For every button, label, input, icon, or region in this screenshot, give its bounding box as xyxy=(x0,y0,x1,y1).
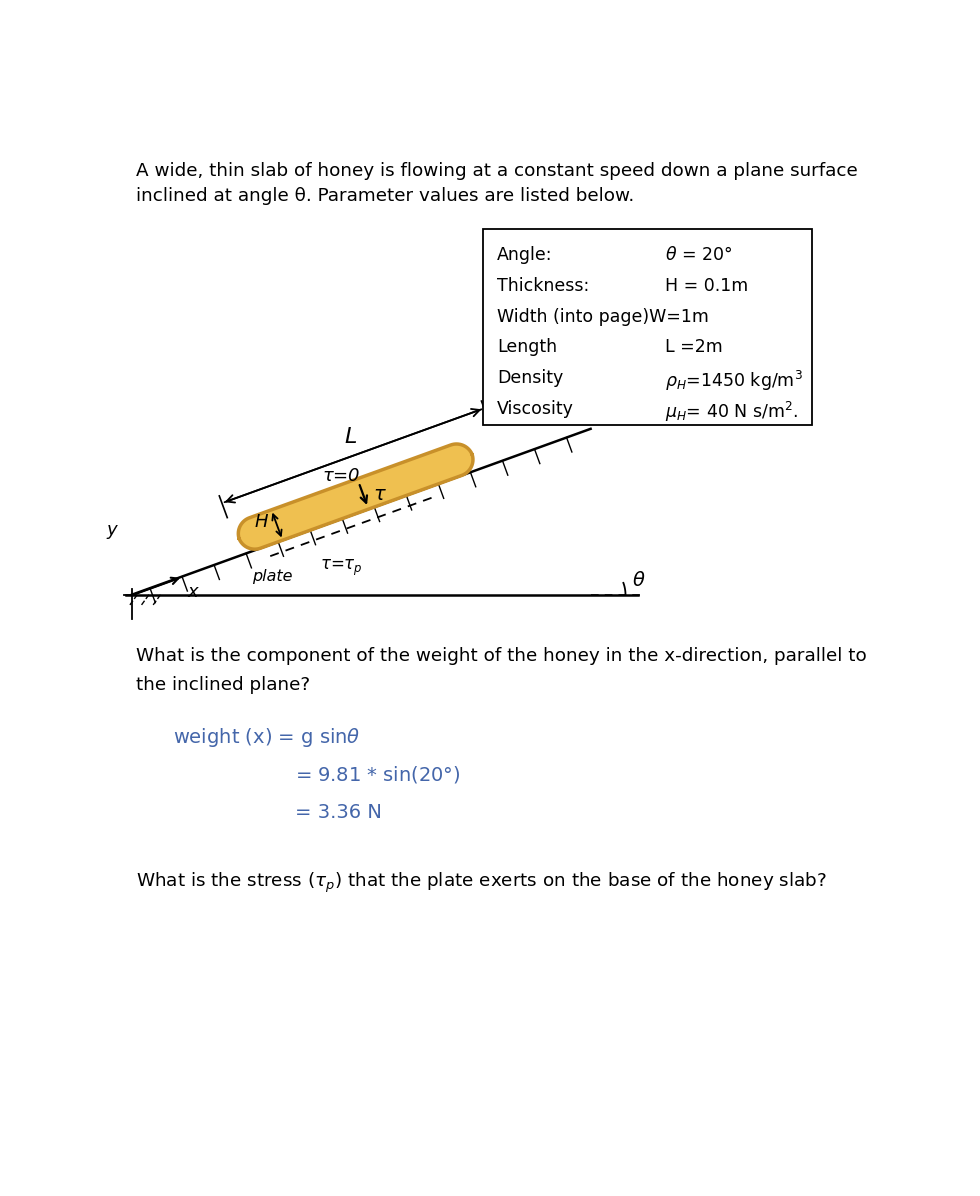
Text: What is the stress ($\boldsymbol{\tau_p}$) that the plate exerts on the base of : What is the stress ($\boldsymbol{\tau_p}… xyxy=(136,871,827,895)
Text: L =2m: L =2m xyxy=(665,338,722,356)
Text: Length: Length xyxy=(497,338,557,356)
Polygon shape xyxy=(238,444,473,549)
Text: weight (x) = g sin$\theta$: weight (x) = g sin$\theta$ xyxy=(172,726,361,749)
Text: $\mu_H$= 40 N s/m$^2$.: $\mu_H$= 40 N s/m$^2$. xyxy=(665,399,798,425)
Text: plate: plate xyxy=(252,569,292,585)
Text: H = 0.1m: H = 0.1m xyxy=(665,276,749,294)
Text: = 9.81 * sin(20$\degree$): = 9.81 * sin(20$\degree$) xyxy=(295,764,461,785)
Text: H: H xyxy=(255,513,269,531)
Text: Width (into page)W=1m: Width (into page)W=1m xyxy=(497,307,709,325)
Text: = 3.36 N: = 3.36 N xyxy=(295,803,381,822)
Text: L: L xyxy=(344,427,357,447)
Text: $\theta$: $\theta$ xyxy=(632,572,645,590)
Text: $\tau$=$\tau_p$: $\tau$=$\tau_p$ xyxy=(320,557,363,578)
Text: Angle:: Angle: xyxy=(497,246,553,264)
Text: Viscosity: Viscosity xyxy=(497,399,573,417)
Text: y: y xyxy=(106,521,117,539)
Text: A wide, thin slab of honey is flowing at a constant speed down a plane surface: A wide, thin slab of honey is flowing at… xyxy=(136,161,858,181)
Text: What is the component of the weight of the honey in the x-direction, parallel to: What is the component of the weight of t… xyxy=(136,647,867,665)
Text: inclined at angle θ. Parameter values are listed below.: inclined at angle θ. Parameter values ar… xyxy=(136,187,635,205)
Text: $\tau$: $\tau$ xyxy=(373,484,387,504)
Text: Density: Density xyxy=(497,370,564,388)
Text: $\theta$ = 20°: $\theta$ = 20° xyxy=(665,246,732,264)
Text: the inclined plane?: the inclined plane? xyxy=(136,677,311,695)
Text: $\rho_H$=1450 kg/m$^3$: $\rho_H$=1450 kg/m$^3$ xyxy=(665,370,803,393)
Text: $\tau$=0: $\tau$=0 xyxy=(322,466,361,484)
Text: x: x xyxy=(187,582,198,602)
Text: Thickness:: Thickness: xyxy=(497,276,589,294)
FancyBboxPatch shape xyxy=(483,228,812,426)
